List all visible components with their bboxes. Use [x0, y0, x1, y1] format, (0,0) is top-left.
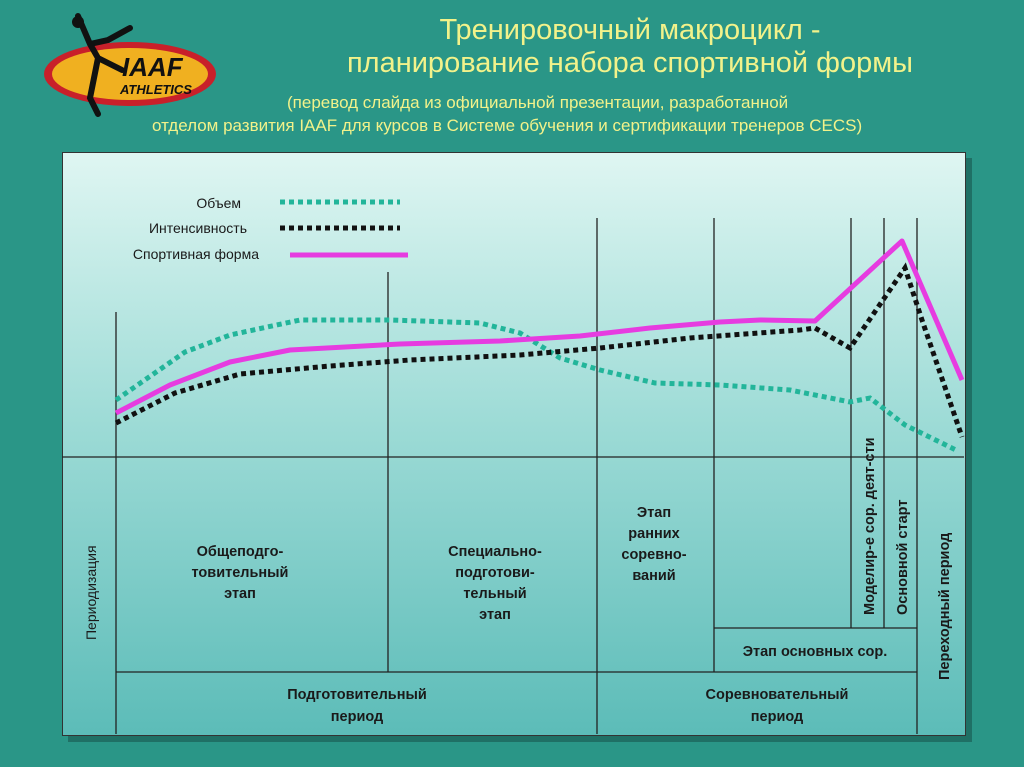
- svg-text:ранних: ранних: [628, 526, 679, 542]
- label-model-competition: Моделир-е сор. деят-сти: [862, 438, 878, 616]
- label-general-prep: Общеподго- товительный этап: [192, 544, 289, 602]
- legend: Объем Интенсивность Спортивная форма: [133, 195, 408, 262]
- svg-text:этап: этап: [224, 586, 256, 602]
- svg-text:Специально-: Специально-: [448, 544, 542, 560]
- page-title-line1: Тренировочный макроцикл -: [439, 14, 821, 46]
- svg-text:Общеподго-: Общеподго-: [197, 544, 284, 560]
- iaaf-logo: IAAF ATHLETICS: [44, 13, 216, 117]
- svg-text:Соревновательный: Соревновательный: [706, 687, 849, 703]
- label-periodization: Периодизация: [83, 545, 99, 640]
- logo-subtext: ATHLETICS: [119, 82, 192, 97]
- svg-text:товительный: товительный: [192, 565, 289, 581]
- label-main-competitions: Этап основных сор.: [743, 644, 888, 660]
- label-transition-period: Переходный период: [937, 533, 953, 680]
- subtitle-line2: отделом развития IAAF для курсов в Систе…: [152, 116, 863, 135]
- label-special-prep: Специально- подготови- тельный этап: [448, 544, 542, 623]
- legend-label-intensity: Интенсивность: [149, 220, 247, 236]
- diagram-panel: [62, 152, 966, 736]
- volume-curve: [114, 317, 960, 454]
- legend-label-volume: Объем: [196, 195, 241, 211]
- phase-grid: [62, 218, 964, 734]
- sport-form-curve: [114, 238, 965, 416]
- label-preparatory-period: Подготовительный период: [287, 687, 427, 725]
- label-early-competitions: Этап ранних соревно- ваний: [621, 505, 686, 584]
- label-main-start: Основной старт: [895, 500, 911, 615]
- svg-text:Этап: Этап: [637, 505, 671, 521]
- legend-label-form: Спортивная форма: [133, 246, 259, 262]
- svg-text:тельный: тельный: [463, 586, 526, 602]
- intensity-curve: [114, 262, 965, 438]
- logo-text: IAAF: [122, 52, 184, 82]
- label-competition-period: Соревновательный период: [706, 687, 849, 725]
- svg-text:период: период: [331, 709, 383, 725]
- page-title-line2: планирование набора спортивной формы: [346, 47, 914, 79]
- svg-text:соревно-: соревно-: [621, 547, 686, 563]
- svg-text:ваний: ваний: [632, 568, 675, 584]
- svg-text:этап: этап: [479, 607, 511, 623]
- subtitle-line1: (перевод слайда из официальной презентац…: [287, 93, 789, 112]
- svg-text:Подготовительный: Подготовительный: [287, 687, 427, 703]
- svg-text:период: период: [751, 709, 803, 725]
- svg-text:подготови-: подготови-: [455, 565, 535, 581]
